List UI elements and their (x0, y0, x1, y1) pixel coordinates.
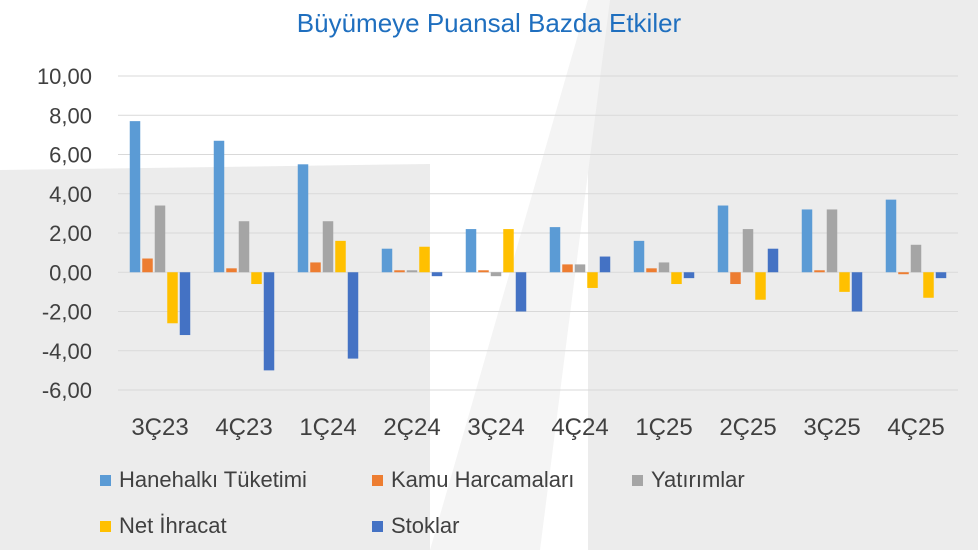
bar (898, 272, 909, 275)
bars (129, 121, 947, 371)
bar (574, 264, 586, 273)
bar (167, 272, 178, 324)
bar (755, 272, 766, 300)
legend-label: Yatırımlar (651, 467, 745, 492)
bar (226, 268, 237, 273)
bar (503, 229, 514, 273)
bar (297, 164, 309, 273)
x-tick-label: 2Ç25 (719, 414, 776, 441)
y-axis-ticks: 10,00 8,00 6,00 4,00 2,00 0,00 -2,00 -4,00 -6,00 (37, 64, 92, 403)
legend-item: Kamu Harcamaları (372, 467, 574, 493)
bar (549, 227, 561, 273)
y-tick-label: 6,00 (49, 143, 92, 168)
bar (851, 272, 863, 312)
bar (910, 244, 922, 273)
x-tick-label: 3Ç24 (467, 414, 524, 441)
legend-label: Stoklar (391, 513, 460, 538)
bar (885, 199, 897, 273)
legend-swatch (372, 474, 383, 486)
bar (767, 248, 779, 273)
x-tick-label: 3Ç23 (131, 414, 188, 441)
y-tick-label: 10,00 (37, 64, 92, 89)
legend-item: Hanehalkı Tüketimi (100, 467, 307, 493)
bar (406, 270, 418, 273)
bar (179, 272, 191, 336)
bar (465, 229, 477, 273)
x-tick-label: 4Ç25 (887, 414, 944, 441)
bar (633, 240, 645, 273)
bar (587, 272, 598, 288)
chart-title: Büyümeye Puansal Bazda Etkiler (296, 8, 682, 38)
legend-swatch (100, 520, 111, 532)
bar (381, 248, 393, 273)
legend-swatch (632, 474, 643, 486)
bar (814, 270, 825, 273)
legend-item: Net İhracat (100, 513, 227, 539)
bar (935, 272, 947, 279)
bar (322, 221, 334, 273)
bar (742, 229, 754, 273)
legend-item: Stoklar (372, 513, 459, 539)
bar (431, 272, 443, 277)
legend: Hanehalkı Tüketimi Kamu Harcamaları Yatırı… (0, 462, 978, 550)
bar (129, 121, 141, 273)
bar (839, 272, 850, 292)
bar (251, 272, 262, 285)
bar (142, 258, 153, 273)
x-tick-label: 3Ç25 (803, 414, 860, 441)
x-tick-label: 2Ç24 (383, 414, 440, 441)
bar (335, 240, 346, 273)
bar (419, 246, 430, 273)
bar (394, 270, 405, 273)
legend-label: Hanehalkı Tüketimi (119, 467, 307, 492)
bar (310, 262, 321, 273)
x-tick-label: 4Ç23 (215, 414, 272, 441)
bar (683, 272, 695, 279)
bar (238, 221, 250, 273)
x-tick-label: 1Ç24 (299, 414, 356, 441)
x-tick-label: 4Ç24 (551, 414, 608, 441)
y-tick-label: -4,00 (42, 339, 92, 364)
bar (923, 272, 934, 298)
bar (263, 272, 275, 371)
bar (717, 205, 729, 273)
bar (515, 272, 527, 312)
bar (562, 264, 573, 273)
bar (347, 272, 359, 359)
y-tick-label: 2,00 (49, 221, 92, 246)
y-tick-label: 4,00 (49, 182, 92, 207)
bar (730, 272, 741, 285)
bar (154, 205, 166, 273)
bar (213, 140, 225, 273)
legend-swatch (372, 520, 383, 532)
bar (599, 256, 611, 273)
bar (658, 262, 670, 273)
y-tick-label: 0,00 (49, 260, 92, 285)
x-tick-label: 1Ç25 (635, 414, 692, 441)
y-tick-label: 8,00 (49, 103, 92, 128)
bar (671, 272, 682, 285)
x-axis-ticks: 3Ç23 4Ç23 1Ç24 2Ç24 3Ç24 4Ç24 1Ç25 2Ç25 3Ç25 4Ç25 (131, 414, 944, 441)
bar (801, 209, 813, 273)
bar (646, 268, 657, 273)
y-tick-label: -2,00 (42, 300, 92, 325)
legend-item: Yatırımlar (632, 467, 745, 493)
legend-swatch (100, 474, 111, 486)
legend-label: Kamu Harcamaları (391, 467, 575, 492)
bar-chart: 10,00 8,00 6,00 4,00 2,00 0,00 -2,00 -4,00 -6,00… (37, 64, 958, 441)
bar (490, 272, 502, 277)
legend-label: Net İhracat (119, 513, 227, 538)
y-tick-label: -6,00 (42, 378, 92, 403)
bar (826, 209, 838, 273)
bar (478, 270, 489, 273)
